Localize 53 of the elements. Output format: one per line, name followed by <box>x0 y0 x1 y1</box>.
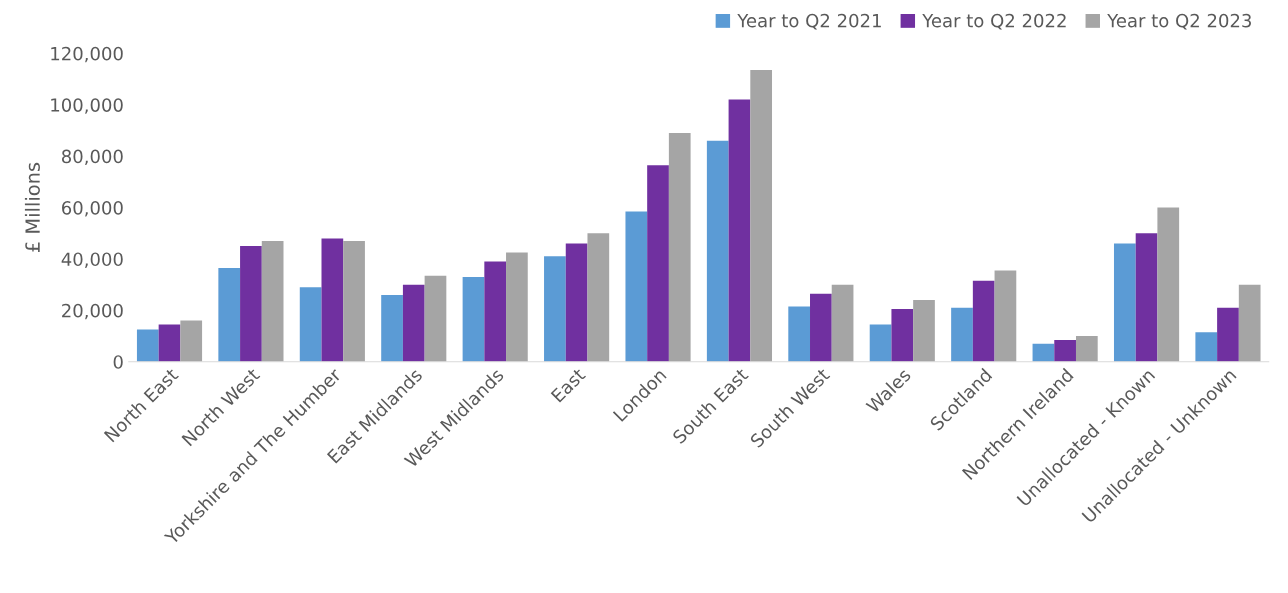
bar <box>951 307 973 362</box>
bar <box>810 293 832 362</box>
bar <box>261 240 284 362</box>
bar <box>913 300 935 362</box>
bar <box>381 294 403 362</box>
legend-label: Year to Q2 2023 <box>1107 13 1251 30</box>
bar <box>788 306 811 362</box>
bar <box>750 70 773 362</box>
bar <box>424 275 447 362</box>
bar <box>506 252 528 362</box>
legend-label: Year to Q2 2021 <box>737 13 881 30</box>
bar <box>728 99 751 362</box>
bar <box>321 238 344 362</box>
bar <box>891 309 914 362</box>
y-tick-label: 20,000 <box>62 303 123 320</box>
bar <box>462 276 485 362</box>
bar <box>484 261 507 362</box>
bar <box>1054 339 1076 362</box>
bar <box>1032 343 1055 362</box>
bar <box>1195 332 1218 362</box>
bar <box>544 256 566 362</box>
bar <box>1157 207 1180 362</box>
bar <box>1135 233 1158 362</box>
bar <box>668 133 691 362</box>
y-tick-label: 40,000 <box>61 252 123 268</box>
bar <box>1238 284 1261 362</box>
bar <box>240 246 262 362</box>
y-tick-label: 0 <box>113 355 123 369</box>
legend-label: Year to Q2 2022 <box>922 13 1066 30</box>
bar <box>625 211 648 362</box>
y-tick-label: 80,000 <box>61 149 123 166</box>
bar <box>565 243 588 362</box>
y-tick-label: 120,000 <box>51 46 123 63</box>
bar <box>647 165 669 362</box>
bar <box>299 287 322 362</box>
y-tick-label: 60,000 <box>62 201 123 217</box>
bar <box>180 320 203 362</box>
y-axis-title: £ Millions <box>24 162 40 252</box>
bar <box>994 270 1017 362</box>
bar <box>1113 243 1136 362</box>
bar <box>587 233 610 362</box>
bar <box>343 240 365 362</box>
bar <box>136 329 159 362</box>
bar <box>1217 307 1239 362</box>
y-tick-label: 100,000 <box>51 98 123 114</box>
bar <box>972 280 995 362</box>
bar <box>158 324 181 362</box>
bar <box>706 140 729 362</box>
bar <box>402 284 425 362</box>
bar <box>869 324 892 362</box>
bar <box>218 267 241 362</box>
bar <box>1075 336 1098 362</box>
bar <box>831 284 854 362</box>
